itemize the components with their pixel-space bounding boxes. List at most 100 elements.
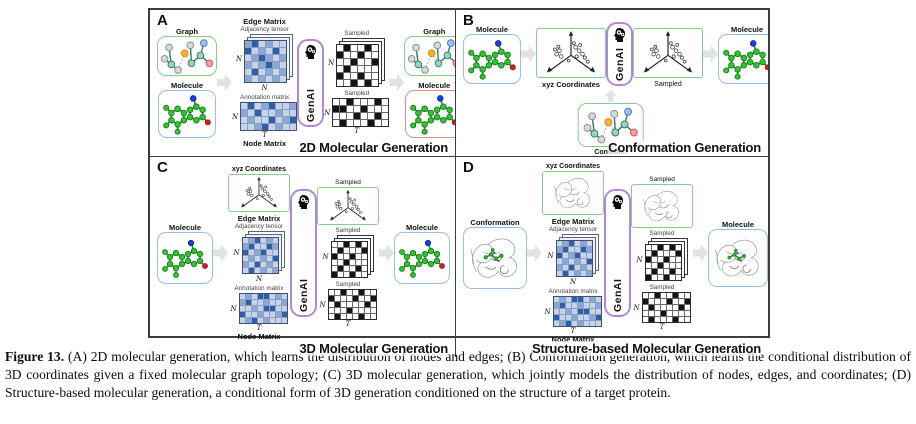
molecule-graphic: [721, 37, 768, 81]
scatter-3d-graphic: [320, 189, 376, 223]
figure-13: A Graph Molecule: [148, 8, 770, 357]
edge-matrix-title: Edge Matrix: [243, 17, 286, 26]
xyz-coordinates-label: xyz Coordinates: [542, 80, 600, 89]
sampled-adjacency-graphic: [330, 235, 374, 278]
edge-matrix-block: Edge Matrix Adjacency tensor N N: [547, 217, 599, 286]
graph-label: Graph: [175, 27, 199, 36]
genai-box: GenAI: [606, 22, 633, 86]
input-molecule-box: [158, 90, 216, 138]
sampled-annotation-graphic: [327, 289, 377, 320]
panel-c-sampled-column: Sampled Sampled N: [317, 178, 379, 328]
dim-t-label: T: [570, 327, 576, 335]
protein-graphic: [545, 173, 601, 213]
edge-matrix-title: Edge Matrix: [237, 214, 281, 223]
molecule-label: Molecule: [730, 24, 764, 34]
molecule-graphic: [397, 236, 447, 280]
panel-a-matrix-column: Edge Matrix Adjacency tensor N N Annotat…: [232, 17, 298, 148]
panel-d-letter: D: [463, 159, 474, 176]
dim-n-label: N: [324, 108, 331, 117]
xyz-coordinates-box: [228, 174, 290, 212]
sampled-adjacency-block: Sampled N: [636, 230, 688, 282]
adjacency-tensor-graphic: [555, 234, 599, 277]
molecule-label: Molecule: [475, 24, 509, 34]
annotation-matrix-block: Annotation matrix N T Node Matrix: [232, 94, 298, 148]
dim-t-label: T: [659, 323, 665, 331]
sampled-label: Sampled: [335, 281, 361, 288]
adjacency-tensor-subtitle: Adjacency tensor: [234, 223, 284, 230]
figure-caption-text: (A) 2D molecular generation, which learn…: [5, 349, 911, 400]
genai-box: GenAI: [290, 189, 317, 317]
edge-matrix-title: Edge Matrix: [551, 217, 595, 226]
genai-head-icon: [303, 44, 319, 60]
graph-graphic: [406, 38, 455, 74]
arrow-right-icon: [527, 244, 542, 262]
output-molecule-box: [708, 228, 768, 287]
genai-head-icon: [296, 194, 312, 210]
sampled-annotation-block: Sampled N T: [324, 90, 390, 135]
dim-t-label: T: [345, 320, 351, 328]
annotation-matrix-graphic: [238, 293, 288, 324]
dim-n-label: N: [569, 278, 577, 286]
scatter-3d-graphic: [636, 30, 700, 76]
input-molecule-box: [157, 231, 213, 284]
panel-d: D Conformation xyz Coordinates: [455, 157, 768, 357]
molecule-label: Molecule: [418, 81, 451, 90]
edge-matrix-block: Edge Matrix Adjacency tensor N N: [236, 17, 294, 92]
genai-label: GenAI: [304, 88, 317, 122]
annotation-matrix-subtitle: Annotation matrix: [240, 94, 290, 101]
annotation-matrix-subtitle: Annotation matrix: [548, 288, 598, 295]
panel-a-input-stack: Graph Molecule: [157, 27, 217, 138]
panel-c: C Molecule xyz Coordinates: [150, 157, 455, 357]
graph-graphic: [159, 38, 215, 74]
panel-b: B Molecule xyz Coordinates G: [455, 10, 768, 156]
panel-b-letter: B: [463, 12, 474, 29]
molecule-graphic: [466, 37, 518, 81]
arrow-right-icon: [703, 45, 718, 63]
dim-n-label: N: [233, 249, 240, 257]
annotation-matrix-block: Annotation matrix N T Node Matrix: [544, 288, 602, 344]
output-graph-box: [404, 36, 455, 76]
xyz-coordinates-label: xyz Coordinates: [545, 163, 601, 170]
panel-c-letter: C: [157, 159, 168, 176]
sampled-annotation-block: Sampled N T: [319, 281, 377, 328]
molecule-graphic: [160, 236, 210, 280]
sampled-annotation-graphic: [641, 292, 691, 323]
panel-a-output-stack: Graph Molecule: [404, 27, 455, 138]
figure-caption-label: Figure 13.: [5, 349, 65, 364]
graph-graphic: [582, 106, 640, 144]
arrow-right-icon: [521, 45, 536, 63]
dim-n-label: N: [261, 84, 268, 92]
sampled-adjacency-graphic: [336, 38, 386, 87]
panel-a-sampled-column: Sampled N Sampled N: [324, 30, 390, 135]
panel-a: A Graph Molecule: [150, 10, 455, 156]
sampled-annotation-block: Sampled N T: [633, 284, 691, 331]
molecule-graphic: [161, 92, 213, 136]
arrow-up-icon: [604, 90, 617, 102]
dim-n-label: N: [319, 300, 326, 309]
adjacency-tensor-subtitle: Adjacency tensor: [548, 226, 598, 233]
genai-label: GenAI: [297, 278, 310, 312]
output-molecule-box: [394, 231, 450, 284]
arrow-right-icon: [379, 244, 394, 262]
sampled-structure-box: [631, 184, 693, 228]
molecule-label: Molecule: [721, 219, 755, 229]
input-molecule-box: [463, 33, 521, 84]
sampled-label: Sampled: [344, 30, 370, 37]
graph-label: Graph: [423, 27, 446, 36]
edge-matrix-block: Edge Matrix Adjacency tensor N N: [233, 214, 285, 283]
node-matrix-title: Node Matrix: [243, 139, 287, 148]
arrow-right-icon: [213, 244, 228, 262]
sampled-label: Sampled: [649, 176, 675, 183]
genai-head-icon: [610, 194, 626, 210]
panel-c-title: 3D Molecular Generation: [299, 341, 448, 356]
sampled-label: Sampled: [335, 227, 361, 234]
scatter-3d-graphic: [231, 176, 287, 210]
sampled-adjacency-block: Sampled N: [328, 30, 386, 88]
genai-box: GenAI: [297, 38, 325, 127]
sampled-annotation-graphic: [332, 98, 390, 127]
panel-d-sampled-column: Sampled Sampled N: [631, 175, 693, 331]
panel-c-input-column: xyz Coordinates Edge Matrix Adjacency te…: [228, 165, 290, 341]
panel-d-input-column: xyz Coordinates Edge Matrix Adjacency te…: [542, 162, 604, 344]
sampled-adjacency-block: Sampled N: [322, 227, 374, 279]
dim-t-label: T: [256, 324, 262, 332]
